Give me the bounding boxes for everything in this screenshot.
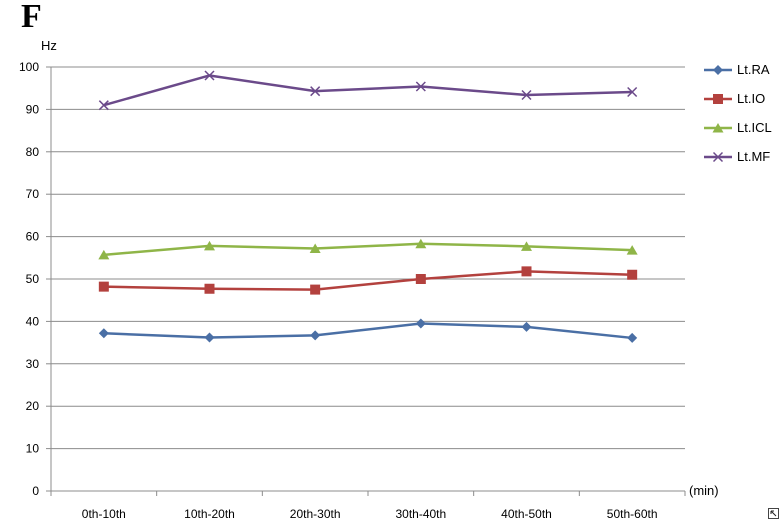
y-tick-label: 60	[26, 230, 40, 244]
legend-item-lt-mf: Lt.MF	[703, 147, 783, 167]
data-point-lt-icl	[415, 238, 427, 249]
x-tick-label: 20th-30th	[290, 507, 341, 521]
data-point-lt-mf	[310, 86, 321, 97]
y-tick-label: 90	[26, 102, 40, 116]
x-tick-label: 40th-50th	[501, 507, 552, 521]
series-line-lt-ra	[103, 322, 633, 340]
legend-label: Lt.IO	[737, 91, 766, 106]
legend-swatch	[704, 151, 732, 163]
x-tick-label: 30th-40th	[395, 507, 446, 521]
series-line-lt-io	[103, 270, 633, 291]
legend-marker	[712, 123, 724, 133]
y-tick-label: 10	[26, 442, 40, 456]
legend-swatch	[704, 123, 732, 133]
data-point-lt-icl	[521, 241, 532, 251]
legend-item-lt-ra: Lt.RA	[703, 60, 783, 80]
data-point-lt-ra	[521, 321, 532, 332]
resize-corner-icon[interactable]	[768, 508, 779, 519]
y-tick-label: 20	[26, 399, 40, 413]
y-tick-label: 40	[26, 314, 40, 328]
x-tick-label: 10th-20th	[184, 507, 235, 521]
data-point-lt-icl	[626, 245, 638, 255]
legend-label: Lt.ICL	[737, 120, 772, 135]
x-axis-label: (min)	[689, 483, 719, 498]
legend-swatch	[704, 65, 732, 75]
y-tick-label: 30	[26, 357, 40, 371]
data-point-lt-ra	[627, 332, 638, 343]
data-point-lt-io	[627, 269, 638, 280]
y-tick-label: 50	[26, 272, 40, 286]
y-axis-label: Hz	[41, 38, 57, 53]
legend-label: Lt.MF	[737, 149, 771, 164]
data-point-lt-mf	[627, 86, 638, 98]
data-point-lt-ra	[415, 318, 426, 329]
y-tick-label: 100	[19, 60, 39, 74]
x-tick-label: 50th-60th	[607, 507, 658, 521]
data-point-lt-icl	[309, 243, 321, 253]
legend-swatch	[704, 94, 732, 104]
data-point-lt-mf	[415, 81, 426, 92]
data-point-lt-io	[415, 274, 426, 284]
data-point-lt-io	[310, 284, 321, 295]
y-tick-label: 0	[32, 484, 39, 498]
data-point-lt-ra	[204, 332, 215, 343]
data-point-lt-ra	[98, 328, 109, 339]
data-point-lt-io	[204, 283, 215, 294]
legend-label: Lt.RA	[737, 62, 770, 77]
data-point-lt-mf	[204, 70, 215, 81]
legend-item-lt-io: Lt.IO	[703, 89, 783, 109]
series-line-lt-mf	[103, 74, 633, 107]
data-point-lt-icl	[98, 249, 110, 260]
y-tick-label: 80	[26, 145, 40, 159]
y-tick-label: 70	[26, 187, 40, 201]
x-tick-label: 0th-10th	[82, 507, 126, 521]
legend-marker	[712, 151, 724, 163]
data-point-lt-ra	[310, 330, 321, 341]
data-point-lt-mf	[521, 89, 532, 101]
data-point-lt-icl	[204, 240, 215, 251]
data-point-lt-io	[98, 281, 109, 292]
legend-marker	[713, 65, 723, 75]
legend-marker	[713, 94, 723, 104]
data-point-lt-mf	[98, 100, 109, 111]
panel-label: F	[21, 0, 42, 35]
data-point-lt-io	[521, 266, 532, 277]
series-line-lt-icl	[103, 242, 633, 257]
legend-item-lt-icl: Lt.ICL	[703, 118, 783, 138]
